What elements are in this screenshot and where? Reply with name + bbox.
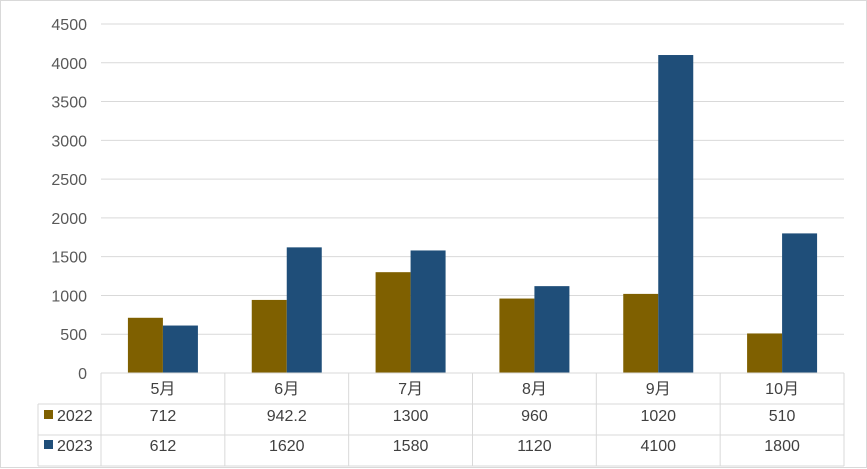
data-value-label: 1620 <box>269 438 305 455</box>
legend-key-2023 <box>44 440 53 449</box>
table-row-2022: 2022 712 942.2 1300 960 1020 510 <box>44 408 796 425</box>
bar-2022-9月 <box>623 293 659 373</box>
data-value-label: 712 <box>150 408 177 425</box>
bar-2022-7月 <box>375 272 411 373</box>
bar-2023-9月 <box>658 55 694 374</box>
bar-2023-5月 <box>162 325 198 373</box>
y-tick-label: 2500 <box>51 172 87 189</box>
data-value-label: 960 <box>521 408 548 425</box>
legend-key-2022 <box>44 410 53 419</box>
y-axis-tick-labels: 0 500 1000 1500 2000 2500 3000 3500 4000 4500 <box>51 17 87 383</box>
category-label: 10月 <box>765 381 799 398</box>
bar-2023-7月 <box>410 250 446 373</box>
bar-2023-6月 <box>286 247 322 373</box>
bar-2022-6月 <box>251 299 287 373</box>
bar-2022-5月 <box>127 317 163 373</box>
legend-label-2023: 2023 <box>57 438 93 455</box>
bars <box>127 55 818 374</box>
data-value-label: 510 <box>769 408 796 425</box>
data-value-label: 942.2 <box>267 408 307 425</box>
data-value-label: 1020 <box>640 408 676 425</box>
series-2022-bars <box>127 272 783 373</box>
y-tick-label: 0 <box>78 366 87 383</box>
y-tick-label: 4500 <box>51 17 87 34</box>
bar-2022-8月 <box>499 298 535 373</box>
table-row-2023: 2023 612 1620 1580 1120 4100 1800 <box>44 438 800 455</box>
category-label: 5月 <box>150 381 175 398</box>
bar-2023-8月 <box>534 286 570 373</box>
y-tick-label: 4000 <box>51 56 87 73</box>
y-tick-label: 1500 <box>51 250 87 267</box>
data-value-label: 1580 <box>393 438 429 455</box>
data-value-label: 1800 <box>764 438 800 455</box>
legend-label-2022: 2022 <box>57 408 93 425</box>
y-tick-label: 500 <box>60 327 87 344</box>
y-tick-label: 3000 <box>51 133 87 150</box>
bar-2023-10月 <box>782 233 818 373</box>
category-label: 8月 <box>522 381 547 398</box>
y-tick-label: 2000 <box>51 211 87 228</box>
data-value-label: 1300 <box>393 408 429 425</box>
x-axis-category-labels: 5月 6月 7月 8月 9月 10月 <box>150 381 799 398</box>
bar-2022-10月 <box>747 333 783 373</box>
y-tick-label: 3500 <box>51 95 87 112</box>
category-label: 7月 <box>398 381 423 398</box>
series-2023-bars <box>162 55 818 374</box>
category-label: 6月 <box>274 381 299 398</box>
category-label: 9月 <box>646 381 671 398</box>
data-value-label: 4100 <box>640 438 676 455</box>
y-tick-label: 1000 <box>51 288 87 305</box>
data-value-label: 612 <box>150 438 177 455</box>
gridlines <box>101 23 844 335</box>
data-value-label: 1120 <box>517 438 552 455</box>
